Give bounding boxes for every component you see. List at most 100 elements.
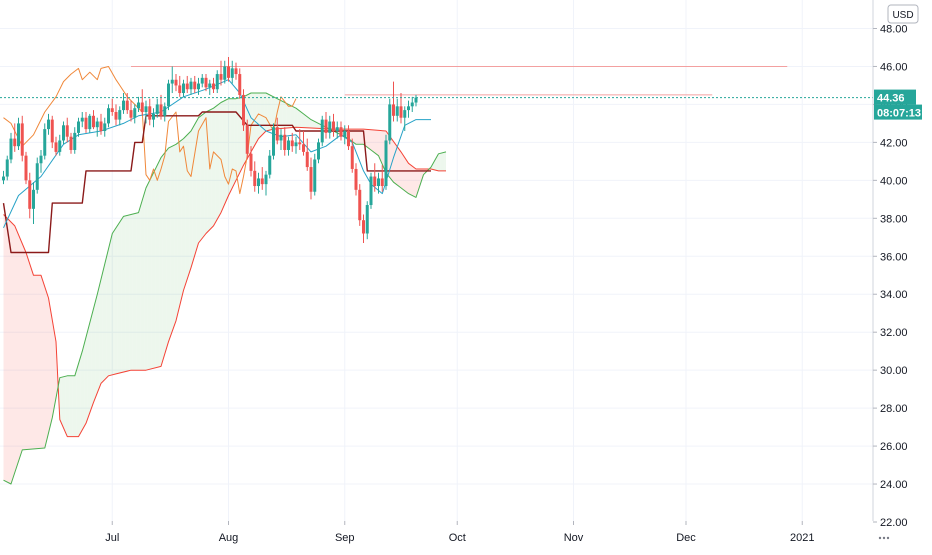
candle-body [403,110,407,118]
cloud-segment [170,146,173,337]
candle-down [238,68,242,99]
cloud-segment [69,375,71,437]
cloud-segment [312,120,315,129]
candle-body [298,142,302,145]
time-tick-label: Nov [564,532,584,544]
candle-down [185,75,189,94]
cloud-segment [296,108,298,128]
candle-up [5,155,9,181]
candle-up [384,134,388,190]
candle-up [17,117,20,150]
cloud-segment [380,130,383,165]
candle-body [373,176,377,187]
cloud-segment [187,132,190,280]
candle-body [58,140,62,152]
cloud-segment [20,239,23,456]
cloud-segment [110,233,113,376]
candle-body [185,83,189,90]
candle-body [234,68,238,75]
cloud-segment [301,112,304,128]
cloud-segment [311,119,313,129]
candle-body [24,155,28,181]
candle-up [47,113,50,135]
cloud-segment [5,216,8,483]
cloud-segment [442,152,445,171]
candle-up [365,201,369,240]
candle-down [339,121,343,141]
candle-body [200,77,204,84]
cloud-segment [82,344,85,430]
candle-down [245,119,249,160]
cloud-segment [87,322,90,419]
candle-down [373,163,377,192]
cloud-segment [279,99,281,129]
candle-body [328,121,332,133]
cloud-segment [232,98,235,188]
bar-countdown: 08:07:13 [877,108,921,120]
cloud-segment [138,206,141,371]
candle-up [388,98,392,145]
cloud-segment [127,214,130,372]
cloud-segment [157,161,160,368]
candle-body [249,153,253,171]
candle-body [324,119,328,133]
price-tick-label: 40.00 [880,175,908,187]
candle-down [65,117,69,143]
cloud-segment [125,215,128,372]
price-tick-label: 38.00 [880,213,908,225]
cloud-segment [258,93,261,139]
cloud-segment [316,122,319,129]
candle-body [253,170,257,187]
candle-body [17,123,20,147]
candle-body [388,104,392,141]
cloud-segment [50,308,53,426]
candle-body [50,119,54,143]
candle-body [290,140,294,147]
candle-down [24,151,28,185]
cloud-segment [181,138,184,299]
cloud-segment [89,315,92,413]
candle-down [298,129,302,150]
candle-up [335,121,339,139]
cloud-segment [237,97,240,177]
cloud-segment [367,129,370,149]
cloud-segment [159,157,161,367]
candle-up [343,125,347,145]
candle-up [313,153,317,196]
currency-label[interactable]: USD [887,4,919,24]
cloud-segment [412,166,415,197]
cloud-segment [119,219,122,374]
cloud-segment [121,216,124,373]
candle-body [362,220,365,234]
cloud-segment [155,165,158,368]
cloud-segment [196,117,199,250]
cloud-segment [7,218,10,484]
cloud-segment [198,116,201,243]
candle-down [290,132,294,152]
candle-down [227,56,230,82]
cloud-segment [54,330,56,408]
candle-body [35,163,39,190]
candle-body [43,129,47,156]
candle-body [215,74,219,90]
cloud-segment [414,167,416,198]
candle-body [9,138,13,160]
cloud-segment [395,144,398,186]
candle-body [174,79,178,86]
candle-up [287,136,290,156]
candle-body [380,178,384,187]
cloud-segment [134,213,137,371]
candle-up [407,100,410,118]
cloud-segment [376,130,379,156]
cloud-segment [357,129,360,145]
cloud-segment [39,275,41,449]
candle-down [253,161,257,192]
cloud-segment [372,129,375,153]
cloud-segment [41,275,43,449]
time-axis-settings-icon[interactable] [878,536,890,540]
candle-up [88,113,92,133]
cloud-segment [271,95,274,130]
candle-up [272,123,275,160]
candle-body [114,112,118,120]
candle-body [103,123,107,131]
